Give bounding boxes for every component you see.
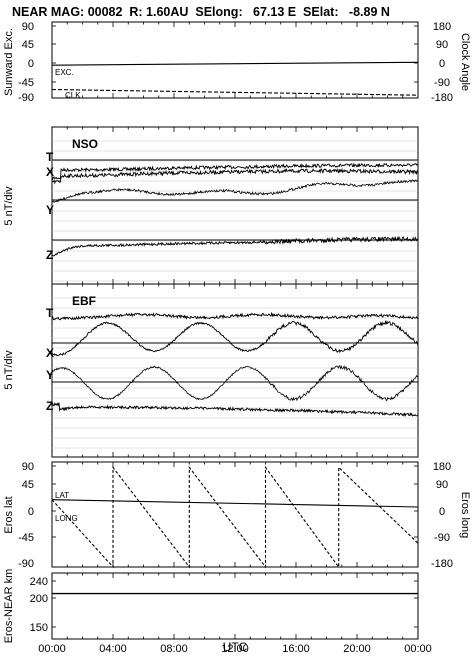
range-ytick-2: 150 [30, 622, 48, 634]
xtick-6: 00:00 [404, 643, 432, 655]
ebf-trace-x [51, 319, 419, 357]
ebf-panel-label: EBF [72, 294, 96, 308]
nso-panel-label: NSO [72, 137, 98, 151]
nso-component-y: Y [46, 203, 54, 217]
eros-y2tick-0: 180 [433, 461, 451, 473]
eros-y2tick-3: -90 [434, 532, 450, 544]
ebf-trace-t [51, 311, 419, 321]
range-ytick-1: 200 [30, 593, 48, 605]
figure-title: NEAR MAG: 00082 R: 1.60AU SElong: 67.13 … [12, 5, 390, 19]
sunward-ylabel: Sunward Exc. [3, 28, 15, 96]
sunward-ytick-2: 0 [28, 58, 34, 70]
long-series-label: LONG [55, 514, 78, 523]
eros-ytick-1: 45 [22, 479, 34, 491]
nso-trace-z [51, 235, 419, 257]
range-panel-frame [51, 572, 419, 640]
eros-y2tick-1: 90 [436, 479, 448, 491]
xtick-1: 04:00 [99, 643, 127, 655]
eros-y2tick-4: -180 [431, 558, 453, 570]
tick-marks [51, 22, 419, 639]
xtick-2: 08:00 [160, 643, 188, 655]
sunward-ytick-1: 45 [22, 39, 34, 51]
clk-series-line [51, 88, 419, 96]
eros-y2label: Eros long [459, 492, 471, 538]
nso-trace-y [51, 179, 419, 204]
xtick-0: 00:00 [38, 643, 66, 655]
sunward-ytick-4: -90 [18, 92, 34, 104]
ebf-ylabel: 5 nT/div [3, 350, 15, 390]
ebf-trace-z [51, 402, 419, 417]
xaxis-label: UTC [223, 640, 248, 654]
sunward-y2tick-2: 0 [439, 58, 445, 70]
sunward-y2tick-3: -90 [434, 77, 450, 89]
nso-trace-x [51, 167, 419, 185]
sunward-ytick-3: -45 [18, 77, 34, 89]
lat-series-label: LAT [55, 491, 69, 500]
nso-panel-frame [51, 126, 419, 285]
ebf-trace-y [51, 364, 419, 402]
sunward-y2label: Clock Angle [459, 33, 471, 91]
eros-ytick-0: 90 [22, 461, 34, 473]
sunward-y2tick-4: -180 [431, 92, 453, 104]
eros-panel-frame [51, 461, 419, 568]
nso-component-t: T [46, 150, 54, 164]
nso-component-z: Z [46, 248, 53, 262]
nso-ylabel: 5 nT/div [3, 186, 15, 226]
nso-component-x: X [46, 165, 54, 179]
ebf-panel-frame [51, 283, 419, 458]
eros-ytick-4: -90 [18, 558, 34, 570]
grid-lines [52, 140, 418, 449]
ebf-component-y: Y [46, 368, 54, 382]
sunward-panel-frame [51, 21, 419, 99]
exc-series-label: EXC. [55, 68, 74, 77]
ebf-component-z: Z [46, 399, 53, 413]
exc-series-line [51, 61, 419, 66]
clk-series-label: CLK [65, 91, 81, 100]
data-traces [51, 61, 419, 595]
xtick-5: 20:00 [343, 643, 371, 655]
xtick-4: 16:00 [282, 643, 310, 655]
sunward-y2tick-1: 90 [436, 39, 448, 51]
ebf-component-x: X [46, 346, 54, 360]
sunward-ytick-0: 90 [22, 21, 34, 33]
eros-ylabel: Eros lat [3, 496, 15, 533]
range-ytick-0: 240 [30, 576, 48, 588]
range-ylabel: Eros-NEAR km [3, 569, 15, 644]
long-series-line [51, 465, 419, 569]
xtick-3: 12:00 [221, 643, 249, 655]
ebf-component-t: T [46, 306, 54, 320]
sunward-y2tick-0: 180 [433, 21, 451, 33]
eros-y2tick-2: 0 [439, 506, 445, 518]
eros-ytick-3: -45 [18, 532, 34, 544]
eros-ytick-2: 0 [28, 506, 34, 518]
lat-series-line [51, 499, 419, 508]
nso-trace-t [51, 162, 419, 181]
